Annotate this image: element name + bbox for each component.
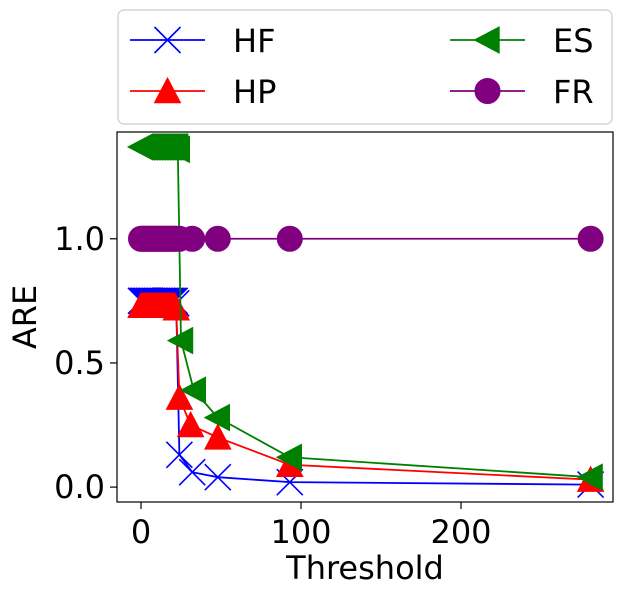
legend-label-hf: HF <box>233 22 275 60</box>
data-point-es <box>179 376 206 405</box>
legend-marker-es <box>473 26 500 54</box>
data-point-hp <box>176 410 205 438</box>
plot-frame <box>116 131 614 503</box>
y-tick-label: 0.0 <box>54 468 105 506</box>
legend-item-es: ES <box>450 22 594 60</box>
data-point-hf <box>178 458 206 486</box>
legend-marker-hf <box>153 26 182 54</box>
data-point-fr <box>276 225 303 252</box>
data-point-hf <box>204 463 232 491</box>
data-point-fr <box>204 225 231 252</box>
data-point-fr <box>179 225 206 252</box>
legend-label-es: ES <box>553 22 594 60</box>
x-tick-label: 100 <box>270 513 331 551</box>
data-point-es <box>203 403 230 432</box>
y-axis-ticks: 0.0 0.5 1.0 <box>54 220 117 506</box>
x-tick-label: 200 <box>430 513 491 551</box>
legend-item-hp: HP <box>130 73 276 111</box>
data-point-es <box>163 135 190 164</box>
data-point-es <box>576 463 603 491</box>
data-point-es <box>275 443 302 472</box>
plot-area <box>117 132 613 502</box>
legend-marker-fr <box>474 78 501 104</box>
legend-label-fr: FR <box>553 73 594 111</box>
legend-frame <box>117 9 613 125</box>
series-es <box>126 133 603 491</box>
data-point-hp <box>203 423 232 450</box>
data-point-hf <box>165 441 193 469</box>
data-point-fr <box>577 225 604 252</box>
data-point-hp <box>165 383 194 410</box>
legend-marker-hp <box>153 76 182 104</box>
legend-label-hp: HP <box>233 73 276 111</box>
y-tick-label: 0.5 <box>54 344 105 382</box>
legend-item-fr: FR <box>450 73 594 111</box>
series-fr <box>128 225 604 252</box>
series-layer <box>126 133 605 499</box>
x-axis-title: Threshold <box>285 549 444 587</box>
data-point-es <box>166 326 194 355</box>
legend: HF HP ES FR <box>117 9 613 125</box>
x-axis-ticks: 0 100 200 <box>131 502 492 551</box>
y-tick-label: 1.0 <box>54 220 105 258</box>
legend-item-hf: HF <box>130 22 275 60</box>
data-point-hp <box>162 294 191 321</box>
y-axis-title: ARE <box>6 285 44 349</box>
x-tick-label: 0 <box>131 513 151 551</box>
